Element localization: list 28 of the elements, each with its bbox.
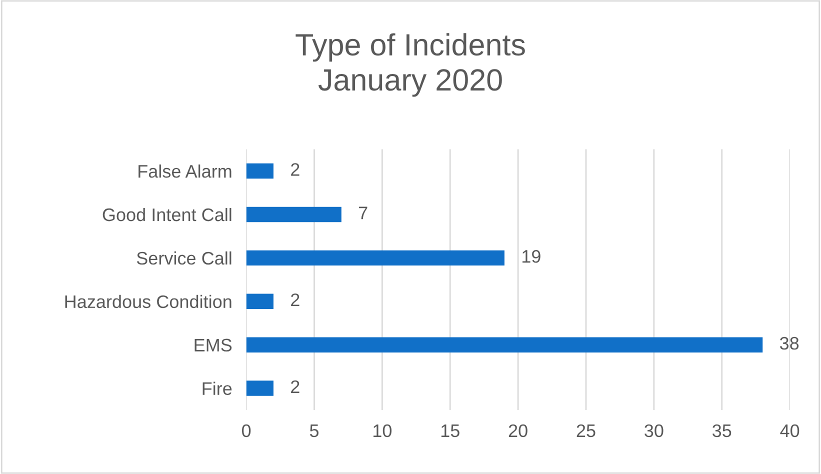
chart-title: Type of Incidents January 2020: [296, 33, 525, 97]
bar: [246, 380, 274, 396]
y-tick-label: Fire: [202, 382, 232, 396]
y-tick-label: Good Intent Call: [102, 208, 232, 222]
x-tick-label: 35: [712, 424, 732, 438]
x-tick-label: 10: [374, 424, 392, 438]
y-tick-label: Hazardous Condition: [65, 294, 232, 308]
bar: [246, 294, 274, 309]
x-tick-label: 40: [780, 424, 800, 438]
data-label: 19: [522, 250, 540, 263]
x-tick-label: 30: [644, 424, 664, 438]
y-tick-label: Service Call: [136, 251, 232, 265]
bar: [246, 206, 342, 222]
bar: [246, 250, 504, 266]
data-label: 2: [291, 380, 300, 393]
x-tick-label: 0: [242, 424, 251, 438]
x-tick-label: 5: [310, 424, 318, 438]
data-label: 38: [780, 336, 799, 350]
bar: [246, 337, 763, 352]
y-tick-label: False Alarm: [138, 164, 232, 178]
x-tick-label: 15: [441, 424, 460, 438]
y-tick-label: EMS: [194, 338, 232, 352]
x-tick-label: 25: [576, 424, 596, 438]
data-label: 7: [359, 206, 368, 220]
bar: [246, 163, 274, 179]
x-tick-label: 20: [508, 424, 528, 438]
data-label: 2: [291, 163, 300, 176]
data-label: 2: [291, 293, 300, 306]
